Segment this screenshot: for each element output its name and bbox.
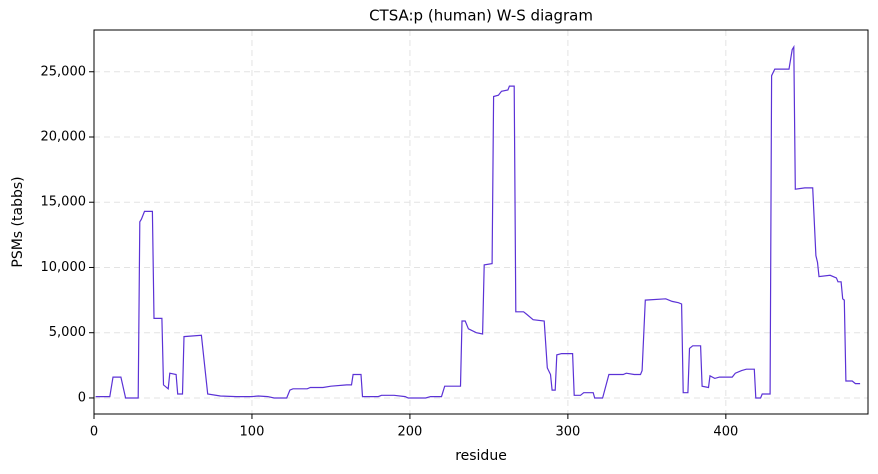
line (95, 44, 861, 399)
x-tick-label: 100 (240, 425, 265, 440)
x-axis-label: residue (455, 448, 507, 464)
y-tick-label: 5,000 (49, 325, 86, 340)
x-tick-label: 300 (555, 425, 580, 440)
plot-frame (93, 29, 869, 415)
y-tick-label: 25,000 (41, 64, 87, 79)
x-tick-label: 200 (398, 425, 423, 440)
y-tick-label: 15,000 (41, 195, 87, 210)
x-tick-label: 400 (713, 425, 738, 440)
chart-title: CTSA:p (human) W-S diagram (369, 7, 593, 25)
y-tick-label: 10,000 (41, 260, 87, 275)
y-tick-label: 0 (78, 390, 86, 405)
y-tick-label: 20,000 (41, 129, 87, 144)
y-axis-label: PSMs (tabbs) (10, 176, 26, 267)
x-tick-label: 0 (90, 425, 98, 440)
